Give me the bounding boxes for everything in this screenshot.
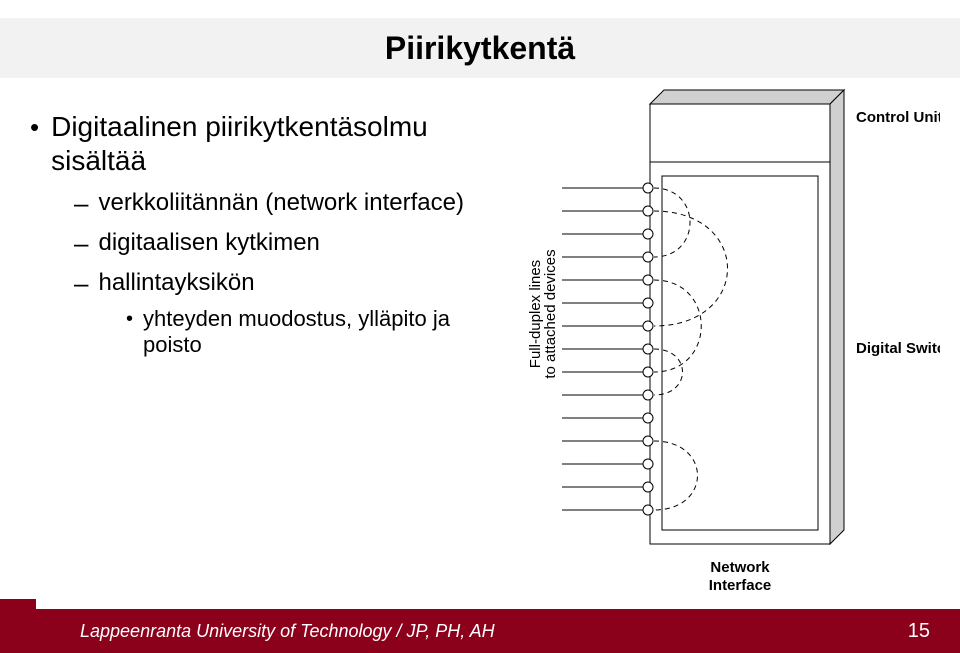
text-content: • Digitaalinen piirikytkentäsolmu sisält… — [30, 100, 500, 358]
svg-text:Digital Switch: Digital Switch — [856, 340, 940, 357]
svg-text:Interface: Interface — [709, 577, 772, 594]
footer-bar: Lappeenranta University of Technology / … — [0, 609, 960, 653]
subsub-text: yhteyden muodostus, ylläpito ja poisto — [143, 306, 500, 358]
bullet-main: • Digitaalinen piirikytkentäsolmu sisält… — [30, 110, 500, 178]
sub-item-3-text: hallintayksikön — [98, 268, 254, 298]
sub-item-3: – hallintayksikön — [74, 268, 500, 298]
bullet-dot: • — [30, 110, 39, 144]
switch-diagram: Control Unit Digital Switch NetworkInterfa… — [520, 74, 940, 594]
rot-label-2: to attached devices — [542, 199, 559, 429]
svg-text:Network: Network — [710, 559, 770, 576]
sub-item-2-text: digitaalisen kytkimen — [98, 228, 319, 258]
bullet-dot-small: • — [126, 306, 133, 332]
page-title: Piirikytkentä — [385, 30, 575, 67]
dash-icon: – — [74, 268, 88, 298]
dash-icon: – — [74, 188, 88, 218]
sub-item-1-text: verkkoliitännän (network interface) — [98, 188, 464, 218]
subsub-item: • yhteyden muodostus, ylläpito ja poisto — [126, 306, 500, 358]
page-number: 15 — [908, 620, 930, 643]
sub-item-1: – verkkoliitännän (network interface) — [74, 188, 500, 218]
svg-text:Control Unit: Control Unit — [856, 109, 940, 126]
footer-text: Lappeenranta University of Technology / … — [80, 621, 908, 642]
sub-item-2: – digitaalisen kytkimen — [74, 228, 500, 258]
footer-accent — [0, 599, 36, 609]
dash-icon: – — [74, 228, 88, 258]
title-band: Piirikytkentä — [0, 18, 960, 78]
bullet-main-text: Digitaalinen piirikytkentäsolmu sisältää — [51, 110, 500, 178]
